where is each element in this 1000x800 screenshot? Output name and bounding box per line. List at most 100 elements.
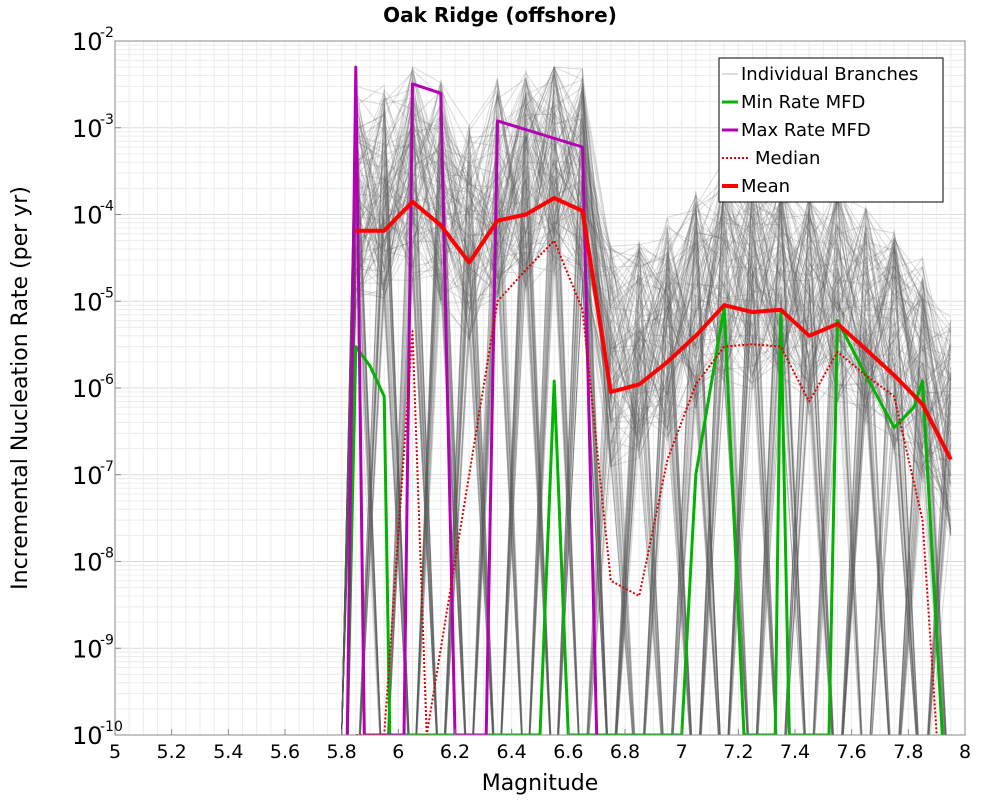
branch-line (341, 94, 952, 735)
y-tick-exponent: -3 (100, 112, 114, 128)
branch-line (341, 139, 952, 735)
branch-line (341, 113, 952, 735)
branch-line (341, 141, 918, 735)
branch-line (341, 169, 952, 735)
legend-label: Individual Branches (741, 64, 918, 85)
branch-line (341, 83, 952, 735)
y-tick-label: 10 (72, 462, 103, 490)
branch-line (341, 84, 952, 735)
branch-line (341, 66, 952, 735)
branch-line (341, 84, 947, 735)
x-tick-label: 6.4 (497, 741, 527, 763)
branch-line (341, 82, 952, 735)
branch-line (341, 113, 952, 735)
branch-line (341, 66, 947, 735)
branch-line (341, 115, 952, 735)
branch-line (341, 65, 952, 735)
branch-line (341, 68, 952, 735)
branch-line (341, 135, 952, 735)
branch-line (341, 104, 945, 735)
branch-line (341, 159, 952, 735)
branch-line (341, 73, 952, 735)
branch-line (341, 183, 919, 735)
branch-line (341, 93, 952, 735)
branch-line (341, 133, 946, 735)
x-tick-label: 7.8 (893, 741, 923, 763)
branch-line (341, 90, 952, 735)
y-tick-label: 10 (72, 28, 103, 56)
branch-line (341, 111, 952, 735)
x-axis-label: Magnitude (482, 771, 599, 796)
branch-line (341, 74, 952, 735)
branch-line (341, 148, 952, 735)
branch-line (341, 79, 952, 735)
branch-line (341, 117, 952, 735)
y-tick-label: 10 (72, 375, 103, 403)
y-tick-label: 10 (72, 635, 103, 663)
branch-line (341, 90, 952, 735)
x-tick-label: 5.4 (213, 741, 243, 763)
branch-line (341, 80, 952, 735)
branch-line (341, 123, 952, 735)
branch-line (341, 107, 952, 735)
branch-line (341, 77, 946, 735)
branch-line (341, 79, 952, 735)
branch-line (341, 93, 952, 735)
branch-line (341, 88, 952, 735)
branch-line (341, 66, 951, 735)
x-tick-label: 5.2 (157, 741, 187, 763)
branch-line (341, 98, 951, 735)
branch-line (341, 82, 952, 735)
branch-line (341, 113, 919, 735)
branch-line (341, 66, 951, 735)
branch-line (341, 88, 952, 735)
branch-line (341, 93, 952, 735)
branch-line (341, 87, 947, 735)
branch-line (341, 167, 952, 735)
branch-line (341, 74, 947, 735)
branch-line (341, 96, 952, 735)
branch-line (341, 83, 918, 735)
legend-label: Mean (741, 176, 790, 197)
branch-line (341, 137, 952, 735)
branch-line (341, 72, 952, 735)
branch-line (341, 81, 952, 735)
x-tick-label: 5.6 (270, 741, 300, 763)
branch-line (341, 134, 952, 735)
branch-line (341, 141, 952, 735)
x-tick-label: 5 (109, 741, 121, 763)
branch-line (341, 76, 952, 735)
branch-line (341, 122, 946, 735)
y-tick-exponent: -9 (100, 632, 114, 648)
branch-line (341, 111, 946, 735)
x-tick-label: 6.2 (440, 741, 470, 763)
x-tick-label: 6 (392, 741, 404, 763)
branch-line (341, 66, 946, 735)
branch-line (341, 75, 952, 735)
branch-line (341, 85, 947, 735)
branch-line (341, 89, 952, 735)
x-tick-label: 7 (676, 741, 688, 763)
branch-line (341, 66, 946, 735)
branch-line (341, 78, 952, 735)
legend-label: Min Rate MFD (741, 92, 865, 113)
branch-line (341, 99, 952, 735)
branch-line (341, 88, 952, 735)
branch-line (341, 80, 952, 735)
branch-line (341, 136, 952, 735)
branch-line (341, 96, 947, 735)
branch-line (341, 159, 952, 735)
legend-label: Median (755, 148, 820, 169)
branch-line (341, 83, 952, 735)
y-tick-exponent: -4 (100, 199, 114, 215)
y-tick-label: 10 (72, 549, 103, 577)
branch-line (341, 127, 945, 735)
branch-line (341, 68, 951, 735)
branch-line (341, 98, 952, 735)
branch-line (341, 86, 952, 735)
branch-line (341, 125, 952, 735)
branch-line (341, 122, 952, 735)
branch-line (341, 96, 952, 735)
branch-line (341, 79, 947, 735)
